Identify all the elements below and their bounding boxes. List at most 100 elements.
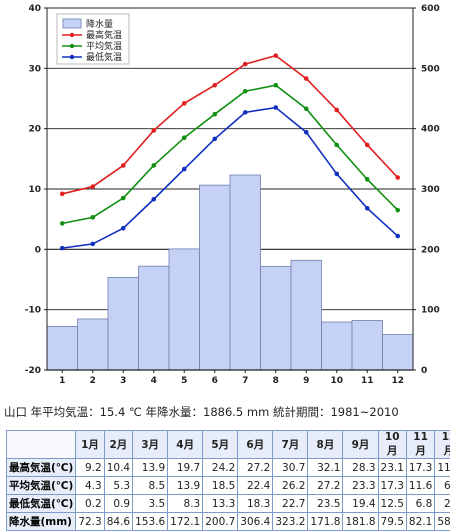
table-cell: 11.6 (406, 477, 434, 495)
month-header: 6月 (238, 431, 273, 459)
table-cell: 13.9 (133, 459, 168, 477)
precip-bar (383, 335, 414, 370)
table-cell: 23.5 (308, 495, 343, 513)
data-point (182, 167, 187, 172)
precip-bar (78, 319, 109, 370)
climate-summary: 山口 年平均気温：15.4 ℃ 年降水量：1886.5 mm 統計期間：1981… (4, 404, 446, 420)
x-tick-label: 8 (273, 376, 279, 386)
right-tick-label: 600 (421, 4, 440, 14)
legend-dot-avg (70, 44, 74, 48)
data-point (212, 137, 217, 142)
right-tick-label: 500 (421, 64, 440, 74)
legend-swatch-precip (63, 19, 81, 28)
summary-period-label: 統計期間： (273, 405, 331, 419)
table-cell: 5.3 (104, 477, 132, 495)
data-point (395, 208, 400, 213)
data-point (243, 89, 248, 94)
summary-period-value: 1981~2010 (330, 405, 398, 419)
data-point (151, 197, 156, 202)
table-cell: 27.2 (238, 459, 273, 477)
legend: 降水量 最高気温 平均気温 最低気温 (57, 14, 129, 64)
data-point (60, 192, 65, 197)
data-point (395, 175, 400, 180)
right-tick-label: 0 (421, 366, 427, 376)
table-cell: 3.5 (133, 495, 168, 513)
summary-precip-label: 年降水量： (146, 405, 204, 419)
table-cell: 22.4 (238, 477, 273, 495)
left-tick-label: 20 (28, 125, 41, 135)
precip-bar (139, 266, 170, 370)
data-point (151, 128, 156, 133)
table-cell: 9.2 (76, 459, 104, 477)
x-tick-label: 1 (59, 376, 65, 386)
data-point (90, 184, 95, 189)
legend-dot-max (70, 33, 74, 37)
month-header: 1月 (76, 431, 104, 459)
table-cell: 6.5 (435, 477, 450, 495)
right-tick-label: 200 (421, 245, 440, 255)
table-cell: 18.5 (203, 477, 238, 495)
data-point (60, 246, 65, 251)
data-point (90, 242, 95, 247)
data-point (304, 130, 309, 135)
table-cell: 0.9 (104, 495, 132, 513)
data-point (121, 163, 126, 168)
table-header-row: 1月 2月 3月 4月 5月 6月 7月 8月 9月 10月 11月 12月 (7, 431, 450, 459)
table-cell: 11.9 (435, 459, 450, 477)
table-cell: 8.3 (168, 495, 203, 513)
month-header: 2月 (104, 431, 132, 459)
data-point (334, 108, 339, 113)
climate-table: 1月 2月 3月 4月 5月 6月 7月 8月 9月 10月 11月 12月 最… (6, 430, 450, 531)
left-tick-label: -20 (25, 366, 41, 376)
table-cell: 23.1 (378, 459, 406, 477)
table-cell: 24.2 (203, 459, 238, 477)
right-tick-label: 400 (421, 125, 440, 135)
summary-location: 山口 (4, 405, 27, 419)
left-tick-label: -10 (25, 306, 41, 316)
data-point (304, 106, 309, 111)
data-point (273, 53, 278, 58)
table-cell: 30.7 (273, 459, 308, 477)
x-tick-label: 12 (391, 376, 404, 386)
table-cell: 8.5 (133, 477, 168, 495)
month-header: 4月 (168, 431, 203, 459)
row-label: 最低気温(℃) (7, 495, 76, 513)
data-point (212, 112, 217, 117)
data-point (243, 62, 248, 67)
summary-precip-value: 1886.5 mm (203, 405, 269, 419)
data-point (151, 163, 156, 168)
table-cell: 22.7 (273, 495, 308, 513)
x-tick-label: 6 (212, 376, 218, 386)
month-header: 10月 (378, 431, 406, 459)
month-header: 11月 (406, 431, 434, 459)
data-point (121, 196, 126, 201)
table-cell: 18.3 (238, 495, 273, 513)
precip-bar (230, 175, 261, 370)
x-tick-label: 10 (330, 376, 343, 386)
row-label: 平均気温(℃) (7, 477, 76, 495)
table-cell: 10.4 (104, 459, 132, 477)
data-point (395, 234, 400, 239)
x-tick-label: 3 (120, 376, 126, 386)
summary-avg-temp-label: 年平均気温： (31, 405, 100, 419)
x-tick-label: 4 (151, 376, 157, 386)
month-header: 12月 (435, 431, 450, 459)
month-header: 8月 (308, 431, 343, 459)
table-cell: 27.2 (308, 477, 343, 495)
legend-label-precip: 降水量 (86, 18, 113, 30)
month-header: 3月 (133, 431, 168, 459)
table-cell: 17.3 (406, 459, 434, 477)
data-point (334, 172, 339, 177)
table-cell: 19.4 (343, 495, 378, 513)
x-tick-label: 2 (90, 376, 96, 386)
table-cell: 23.3 (343, 477, 378, 495)
table-cell: 13.3 (203, 495, 238, 513)
month-header: 9月 (343, 431, 378, 459)
table-cell: 28.3 (343, 459, 378, 477)
legend-label-avg: 平均気温 (86, 40, 122, 52)
